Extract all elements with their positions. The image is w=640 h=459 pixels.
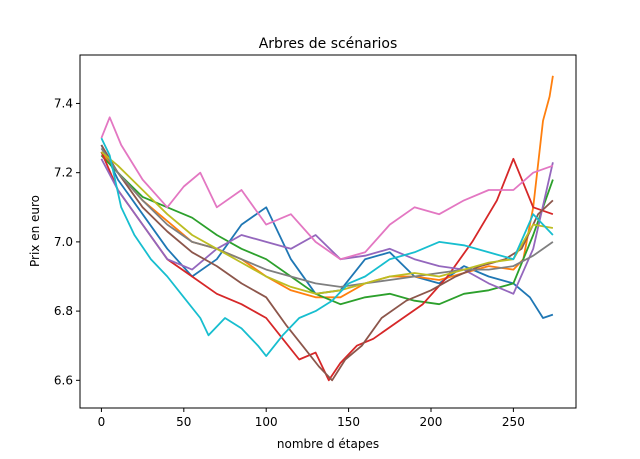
series-line-4 — [100, 151, 554, 382]
series-line-5 — [100, 158, 554, 295]
chart-title: Arbres de scénarios — [259, 36, 398, 52]
y-tick-label: 6.6 — [54, 373, 73, 387]
x-tick-label: 250 — [502, 415, 525, 429]
y-tick-label: 7.4 — [54, 96, 73, 110]
axes-frame — [79, 54, 577, 409]
x-tick-label: 0 — [98, 415, 106, 429]
series-line-8 — [100, 147, 554, 288]
x-axis: 0 50 100 150 200 250 — [98, 408, 525, 429]
y-tick-label: 6.8 — [54, 304, 73, 318]
y-axis-label: Prix en euro — [28, 195, 42, 267]
y-tick-label: 7.0 — [54, 235, 73, 249]
series-line-6 — [100, 144, 554, 382]
series-line-3 — [100, 154, 554, 306]
x-tick-label: 100 — [255, 415, 278, 429]
plot-area — [100, 75, 554, 382]
y-tick-label: 7.2 — [54, 166, 73, 180]
x-tick-label: 200 — [420, 415, 443, 429]
series-line-10 — [100, 137, 554, 358]
series-line-9 — [100, 151, 554, 295]
x-tick-label: 150 — [337, 415, 360, 429]
series-line-7 — [100, 116, 554, 261]
y-axis: 6.6 6.8 7.0 7.2 7.4 — [54, 96, 80, 387]
x-axis-label: nombre d étapes — [277, 437, 379, 451]
x-tick-label: 50 — [176, 415, 191, 429]
